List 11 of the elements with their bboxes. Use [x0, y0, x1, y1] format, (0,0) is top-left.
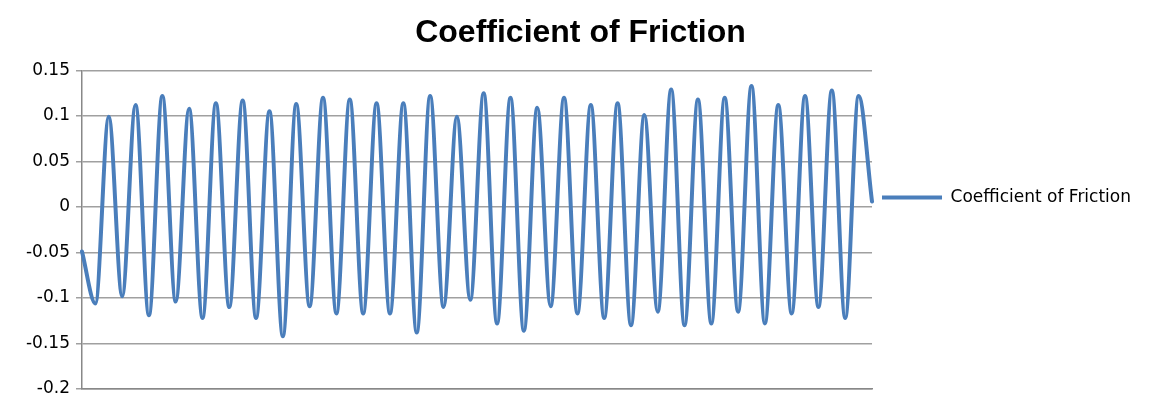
- y-tick-label: -0.15: [25, 331, 70, 352]
- y-tick-label: 0.15: [32, 58, 70, 79]
- legend-label: Coefficient of Friction: [950, 185, 1132, 206]
- chart-title: Coefficient of Friction: [415, 13, 746, 50]
- y-tick-label: -0.05: [25, 240, 70, 261]
- line-series: [79, 83, 875, 339]
- y-tick-label: -0.2: [36, 377, 70, 398]
- y-tick-label: 0: [59, 195, 70, 216]
- y-tick-label: 0.05: [32, 149, 70, 170]
- y-tick-label: -0.1: [36, 286, 70, 307]
- y-tick-label: 0.1: [42, 104, 70, 125]
